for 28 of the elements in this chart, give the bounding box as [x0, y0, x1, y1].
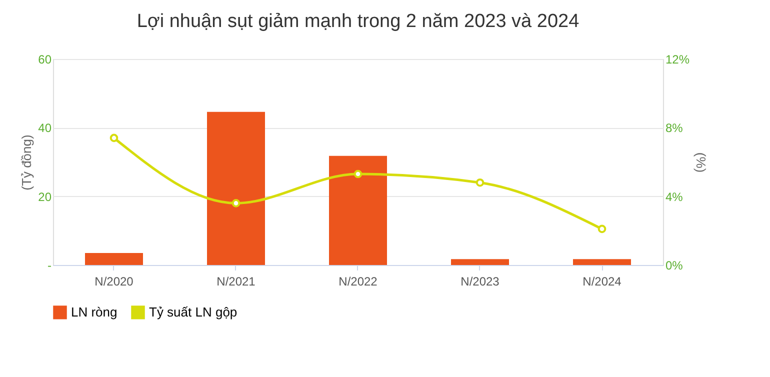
point — [476, 178, 484, 187]
x-tick-label: N/2020 — [94, 274, 134, 288]
point — [110, 134, 118, 142]
bar — [451, 259, 509, 265]
y2-axis-title: (%) — [694, 152, 709, 173]
y2-tick-label: 0% — [666, 258, 684, 272]
x-tick-label: N/2024 — [582, 274, 622, 288]
bar — [573, 259, 631, 265]
y-tick-label: 60 — [38, 52, 52, 66]
point — [354, 170, 362, 178]
bar — [85, 252, 143, 265]
y-axis-title: (Tỷ đồng) — [19, 134, 34, 190]
bar — [329, 156, 387, 265]
y-tick-label: 40 — [38, 121, 52, 136]
y-tick-label: - — [48, 258, 52, 272]
legend-label: Tỷ suất LN gộp — [149, 304, 238, 320]
bar — [207, 112, 265, 265]
y-tick-label: 20 — [38, 190, 52, 204]
y2-tick-label: 4% — [666, 190, 684, 204]
chart-title: Lợi nhuận sụt giảm mạnh trong 2 năm 2023 và 2024 — [136, 11, 580, 32]
x-tick-label: N/2023 — [460, 274, 500, 288]
x-tick-label: N/2022 — [338, 274, 378, 288]
x-tick-label: N/2021 — [216, 274, 256, 288]
point — [598, 224, 606, 234]
point — [232, 199, 240, 208]
y2-tick-label: 8% — [666, 121, 684, 136]
y2-tick-label: 12% — [666, 52, 690, 66]
legend-label: LN ròng — [71, 304, 118, 320]
